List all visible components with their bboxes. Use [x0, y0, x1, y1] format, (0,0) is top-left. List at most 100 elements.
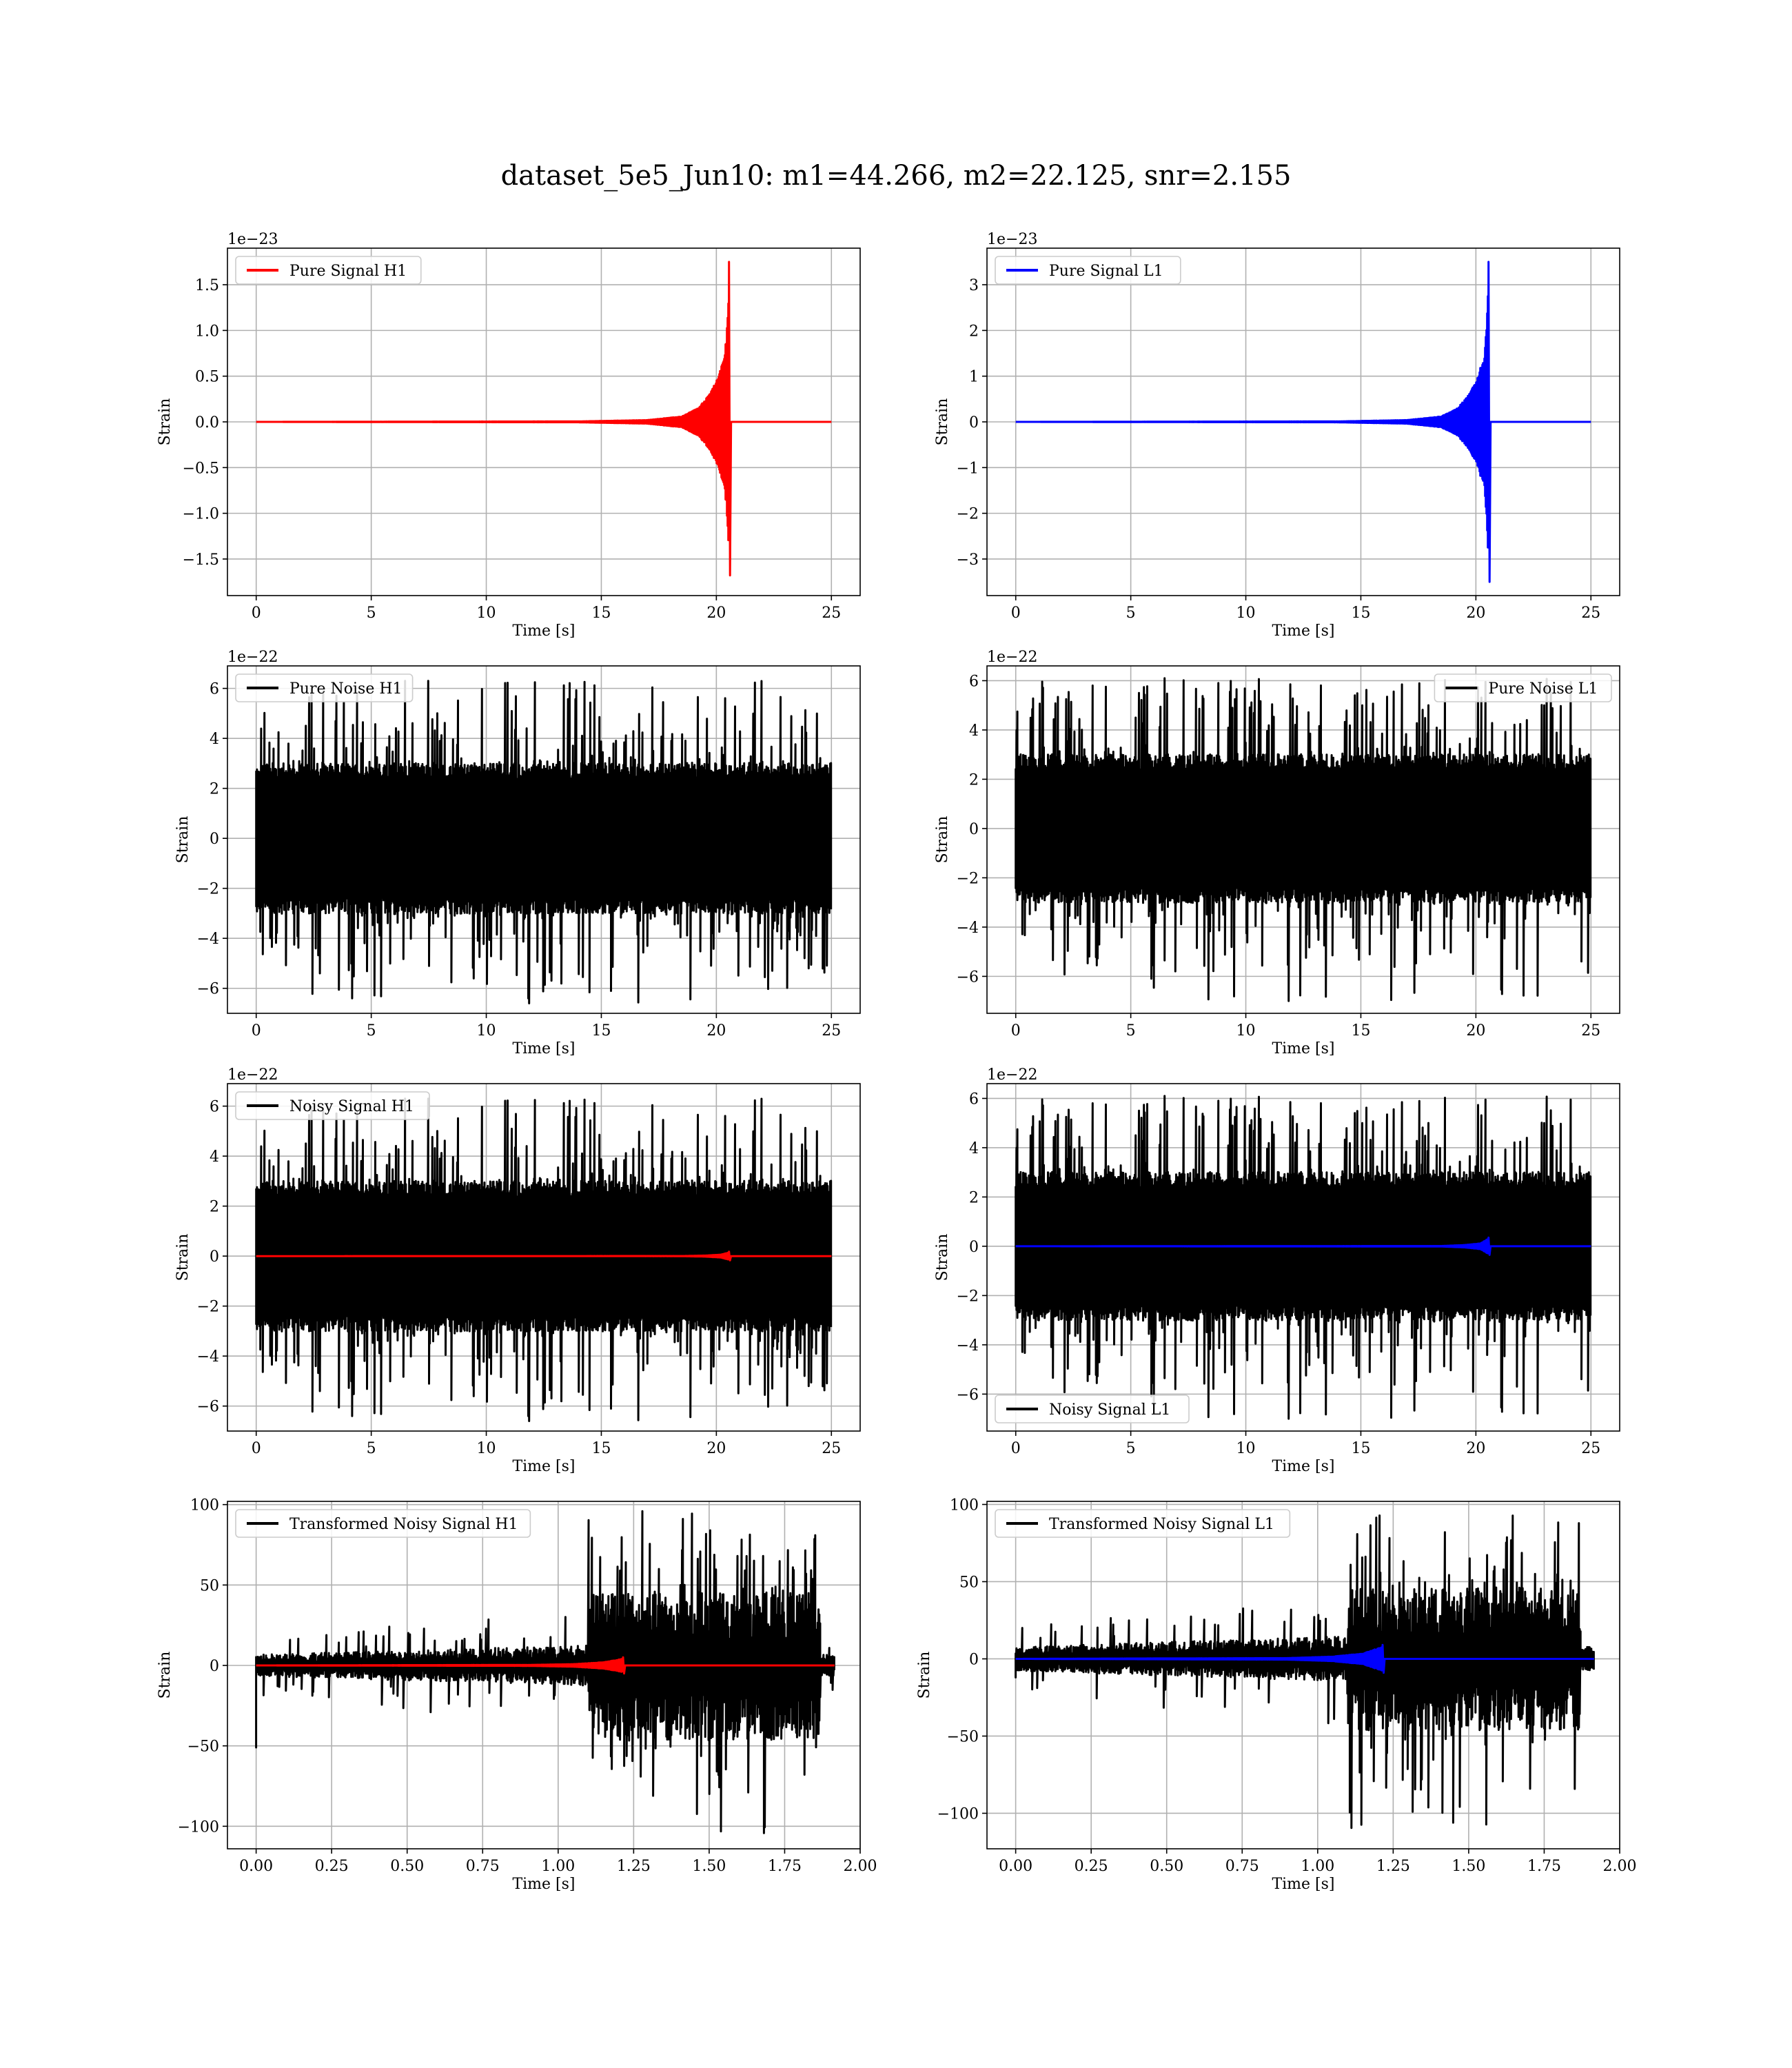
y-tick-label: 1.0	[195, 323, 219, 340]
series-line-pure-noise-h1	[255, 680, 833, 1004]
x-tick-label: 20	[1466, 1440, 1485, 1457]
y-tick-label: −4	[197, 931, 219, 948]
subplot-noisy-signal-l1: 0 5 10 15 20 25 −6 −4 −2 0 2 4 6 Time [s] Strain 1e−22 N…	[934, 1066, 1620, 1475]
y-axis-label: Strain	[934, 1234, 951, 1281]
y-axis-label: Strain	[174, 1234, 192, 1281]
series-line-noisy-signal-l1	[1015, 1095, 1592, 1420]
legend: Transformed Noisy Signal L1	[995, 1509, 1291, 1538]
x-tick-label: 5	[367, 605, 376, 622]
x-tick-label: 0.50	[390, 1858, 424, 1875]
x-tick-label: 5	[367, 1022, 376, 1040]
figure-suptitle: dataset_5e5_Jun10: m1=44.266, m2=22.125,…	[501, 160, 1292, 192]
y-axis-label: Strain	[934, 398, 951, 446]
y-tick-label: 0.5	[195, 369, 219, 386]
legend-label: Pure Signal L1	[1049, 263, 1163, 280]
x-tick-label: 1.25	[617, 1858, 651, 1875]
y-tick-label: 2	[210, 781, 219, 798]
x-tick-label: 20	[706, 1440, 726, 1457]
x-tick-label: 0	[1011, 1022, 1021, 1040]
x-tick-label: 1.75	[768, 1858, 802, 1875]
y-tick-label: −4	[957, 920, 979, 937]
y-tick-label: 1.5	[195, 277, 219, 294]
x-tick-label: 0.25	[1075, 1858, 1108, 1875]
x-axis-label: Time [s]	[512, 622, 575, 640]
x-tick-label: 10	[1236, 1440, 1256, 1457]
series-line-pure-signal-l1	[1015, 261, 1591, 583]
x-tick-label: 1.50	[1452, 1858, 1485, 1875]
legend: Noisy Signal L1	[995, 1395, 1190, 1423]
x-tick-label: 25	[822, 1440, 841, 1457]
y-tick-label: 50	[959, 1574, 979, 1591]
x-tick-label: 5	[367, 1440, 376, 1457]
y-tick-label: 0	[969, 821, 979, 838]
x-tick-label: 25	[822, 1022, 841, 1040]
y-tick-label: 3	[969, 277, 979, 294]
y-tick-label: 4	[210, 1148, 219, 1166]
y-offset-text: 1e−23	[227, 231, 278, 248]
y-tick-label: 100	[190, 1497, 219, 1514]
series-line-noisy-signal-l1-overlay-1	[1015, 1236, 1591, 1256]
y-tick-label: −6	[957, 969, 979, 986]
y-axis-label: Strain	[156, 1652, 174, 1699]
legend-box	[235, 1509, 531, 1538]
y-tick-label: −2	[957, 870, 979, 887]
plot-area	[255, 1097, 833, 1422]
legend-box	[995, 1395, 1190, 1423]
y-tick-label: 0	[969, 414, 979, 432]
x-tick-label: 0.25	[315, 1858, 349, 1875]
legend-label: Pure Signal H1	[289, 263, 407, 280]
y-tick-label: −1.0	[183, 506, 219, 523]
x-tick-label: 1.00	[1301, 1858, 1334, 1875]
y-tick-label: 2	[969, 1189, 979, 1206]
y-tick-label: −100	[178, 1818, 219, 1836]
x-tick-label: 0.75	[466, 1858, 500, 1875]
subplot-transformed-noisy-signal-l1: 0.00 0.25 0.50 0.75 1.00 1.25 1.50 1.75 2.00 −100…	[916, 1497, 1636, 1893]
x-tick-label: 0.00	[239, 1858, 273, 1875]
series-line-transformed-noisy-signal-l1-overlay-1	[1015, 1643, 1594, 1674]
y-tick-label: 4	[969, 722, 979, 740]
y-tick-label: 1	[969, 369, 979, 386]
y-tick-label: 0	[210, 831, 219, 848]
y-tick-label: 4	[969, 1140, 979, 1157]
legend-label: Transformed Noisy Signal H1	[289, 1516, 518, 1533]
y-offset-text: 1e−22	[987, 649, 1037, 666]
x-tick-label: 0.75	[1225, 1858, 1259, 1875]
y-tick-label: −1.5	[183, 551, 219, 569]
plot-area	[256, 261, 832, 577]
x-tick-label: 15	[1351, 1022, 1370, 1040]
x-tick-label: 5	[1126, 1022, 1136, 1040]
axes-frame	[227, 1501, 861, 1849]
y-offset-text: 1e−22	[227, 649, 278, 666]
x-tick-label: 15	[591, 605, 611, 622]
y-tick-label: 50	[200, 1577, 219, 1594]
legend: Pure Noise H1	[235, 673, 414, 702]
y-tick-label: −4	[197, 1348, 219, 1366]
x-tick-label: 10	[477, 1022, 496, 1040]
legend-label: Pure Noise L1	[1488, 680, 1598, 698]
axes-frame	[986, 1083, 1620, 1432]
plot-area	[1015, 677, 1592, 1002]
series-line-noisy-signal-h1-overlay-1	[256, 1250, 832, 1261]
subplot-noisy-signal-h1: 0 5 10 15 20 25 −6 −4 −2 0 2 4 6 Time [s] Strain 1e−22 N…	[174, 1066, 861, 1475]
x-tick-label: 1.50	[692, 1858, 726, 1875]
x-tick-label: 10	[1236, 605, 1256, 622]
legend: Noisy Signal H1	[235, 1091, 430, 1120]
x-tick-label: 0	[252, 1440, 261, 1457]
series-line-pure-noise-l1	[1015, 677, 1592, 1002]
x-tick-label: 0	[1011, 1440, 1021, 1457]
y-tick-label: 4	[210, 731, 219, 748]
subplot-pure-signal-h1: 0 5 10 15 20 25 −1.5 −1.0 −0.5 0.0 0.5 1.0 1.5 Time […	[156, 231, 861, 640]
y-tick-label: 6	[210, 681, 219, 698]
y-axis-label: Strain	[156, 398, 174, 446]
y-tick-label: −2	[957, 1288, 979, 1305]
legend: Pure Signal L1	[995, 256, 1181, 285]
y-tick-label: 0	[210, 1658, 219, 1675]
series-line-transformed-noisy-signal-h1	[255, 1510, 835, 1834]
legend: Pure Signal H1	[235, 256, 422, 285]
y-tick-label: 6	[210, 1099, 219, 1116]
y-axis-label: Strain	[174, 816, 192, 864]
subplot-transformed-noisy-signal-h1: 0.00 0.25 0.50 0.75 1.00 1.25 1.50 1.75 2.00 −100…	[156, 1497, 877, 1893]
x-axis-label: Time [s]	[1272, 1876, 1334, 1893]
